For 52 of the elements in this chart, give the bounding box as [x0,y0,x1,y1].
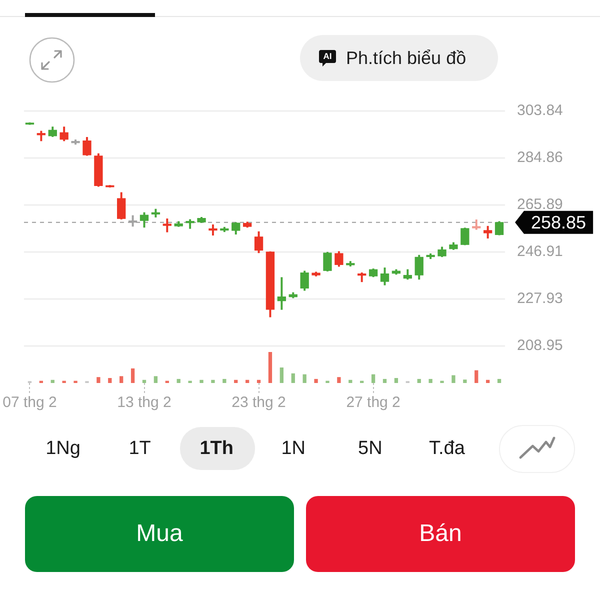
y-tick-label: 284.86 [517,149,563,166]
y-tick-label: 227.93 [517,290,563,308]
bar [291,373,295,383]
bar [371,374,376,383]
x-tick-label: 23 thg 2 [232,394,286,412]
x-tick-label: 13 thg 2 [117,394,172,412]
speech-bubble-icon: AI [318,48,337,68]
bar [302,374,306,383]
bar [245,380,250,383]
ref-line-label: 258.85 [531,212,586,232]
bar [50,380,54,383]
bar [314,378,318,383]
bar [394,378,398,383]
bar [222,378,226,383]
text: Bán [419,520,462,548]
bar [428,378,432,383]
y-tick-label: 265.89 [517,196,563,214]
x-tick-label: 27 thg 2 [346,394,400,412]
bar [234,380,238,383]
bar [256,380,261,383]
bar [211,380,215,383]
bar [130,368,135,383]
bar [417,378,421,383]
text: 1Ng [44,437,82,460]
y-tick-label: 246.91 [517,243,563,260]
text: T.đa [428,437,466,460]
bar [486,380,490,383]
text: Mua [136,520,183,548]
bar [474,370,478,383]
y-tick-label: 303.84 [517,102,563,120]
bar [463,380,467,383]
bar [96,377,100,383]
text: 1T [128,437,152,460]
bar [382,378,387,383]
text: 5N [357,437,384,460]
bar [200,380,204,383]
bar [108,378,112,383]
bar [120,376,124,383]
bar [154,376,158,383]
x-tick-label: 07 thg 2 [2,394,57,412]
bar [142,380,146,383]
bar [176,378,180,383]
y-tick-label: 208.95 [517,337,563,354]
text: Ph.tích biểu đồ [346,48,466,68]
bar [337,377,341,383]
bar [280,367,284,383]
text: 1Th [198,437,234,460]
bar [348,380,352,383]
bar [452,375,456,383]
text: 1N [280,437,307,460]
bar [268,352,272,383]
bar [497,378,502,383]
